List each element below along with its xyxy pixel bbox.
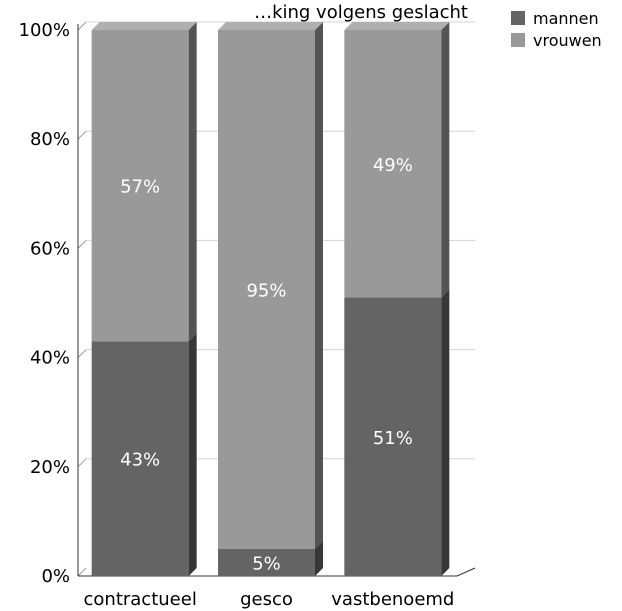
y-tick-label: 60% [30,238,70,259]
data-label-vrouwen-vastbenoemd: 49% [373,155,413,176]
legend-swatch-mannen [511,11,525,25]
bar-vrouwen-gesco [218,30,315,549]
bar-side-mannen-contractueel [188,333,197,576]
data-label-vrouwen-contractueel: 57% [120,177,160,198]
grid-diagonal [77,349,87,358]
bar-vrouwen-contractueel [91,30,189,342]
grid-diagonal [77,567,87,577]
bar-top-gesco [218,22,323,30]
data-labels: 43% 57% 5% 95% 51% 49% [120,155,413,575]
data-label-mannen-gesco: 5% [252,553,281,574]
legend-label-mannen: mannen [533,9,599,28]
bar-side-mannen-vastbenoemd [441,289,450,576]
legend-label-vrouwen: vrouwen [533,31,602,50]
chart-title: …king volgens geslacht [254,2,468,23]
bar-top-vastbenoemd [344,22,450,30]
bars [91,22,450,576]
grid-diagonal [77,21,87,31]
data-label-mannen-vastbenoemd: 51% [373,428,413,449]
y-tick-label: 100% [19,20,70,41]
data-label-mannen-contractueel: 43% [120,450,160,471]
x-axis [78,567,476,577]
bar-side-vrouwen-vastbenoemd [441,22,450,298]
y-tick-label: 40% [30,348,70,369]
grid-diagonal [77,458,87,468]
bar-mannen-vastbenoemd [344,297,442,576]
x-category-label: gesco [240,589,293,610]
bar-side-vrouwen-contractueel [188,22,197,342]
bar-side-mannen-gesco [315,540,323,576]
bar-mannen-contractueel [91,341,189,576]
y-tick-label: 0% [41,566,70,587]
grid-diagonal [77,130,87,140]
x-category-label: vastbenoemd [331,589,454,610]
grid-diagonal [77,240,87,249]
bar-mannen-gesco [218,548,315,576]
data-label-vrouwen-gesco: 95% [246,280,286,301]
legend-swatch-vrouwen [511,33,525,47]
y-tick-label: 80% [30,129,70,150]
bar-side-vrouwen-gesco [315,22,323,549]
axes: 0% 20% 40% 60% 80% 100% contractueel gesco vastb… [19,20,476,610]
legend: mannen vrouwen [511,9,602,50]
x-category-label: contractueel [84,589,197,610]
y-tick-label: 20% [30,457,70,478]
bar-vrouwen-vastbenoemd [344,30,442,298]
bar-top-contractueel [91,22,197,30]
